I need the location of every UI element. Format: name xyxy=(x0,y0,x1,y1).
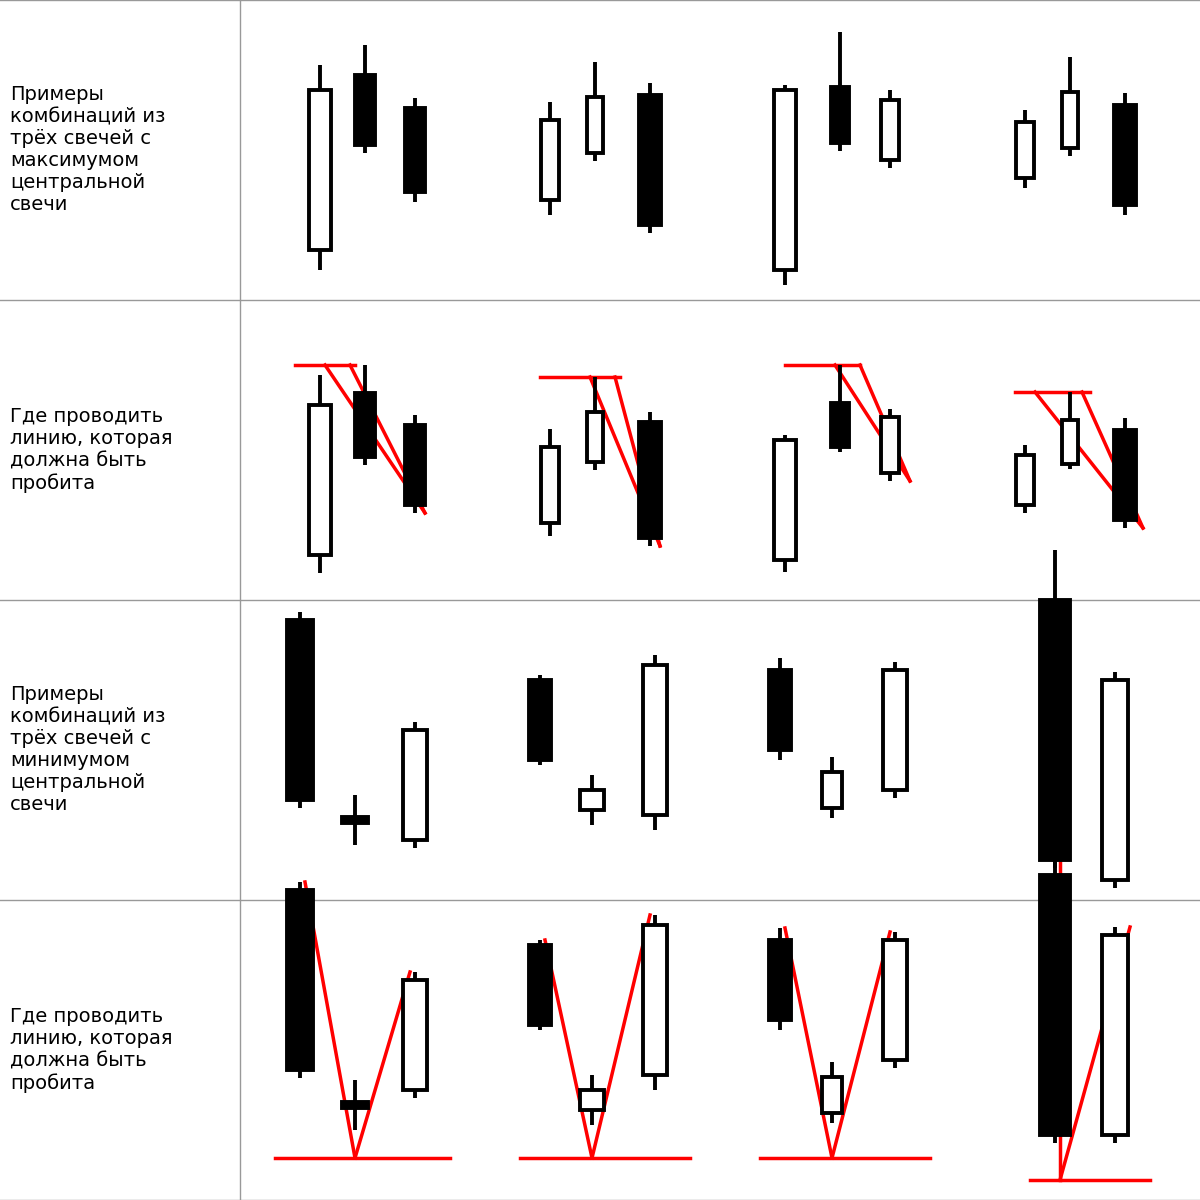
Bar xyxy=(310,90,331,250)
Bar xyxy=(1062,420,1078,464)
Bar xyxy=(406,108,425,192)
Bar xyxy=(640,422,661,538)
Bar xyxy=(1102,935,1128,1135)
Bar xyxy=(830,403,850,446)
Bar xyxy=(883,940,907,1060)
Bar xyxy=(822,772,842,808)
Bar xyxy=(643,665,667,815)
Bar xyxy=(1062,92,1078,148)
Bar xyxy=(1114,104,1136,205)
Bar xyxy=(1114,430,1136,520)
Text: Где проводить
линию, которая
должна быть
пробита: Где проводить линию, которая должна быть… xyxy=(10,1007,173,1093)
Bar xyxy=(287,890,313,1070)
Bar xyxy=(310,404,331,554)
Bar xyxy=(342,1102,368,1108)
Bar xyxy=(541,120,559,200)
Bar xyxy=(587,412,604,462)
Bar xyxy=(769,670,791,750)
Bar xyxy=(1016,455,1034,505)
Bar xyxy=(883,670,907,790)
Bar xyxy=(355,74,374,145)
Bar xyxy=(403,980,427,1090)
Bar xyxy=(587,97,604,152)
Bar xyxy=(1102,680,1128,880)
Text: Где проводить
линию, которая
должна быть
пробита: Где проводить линию, которая должна быть… xyxy=(10,407,173,493)
Bar xyxy=(774,90,796,270)
Bar xyxy=(774,440,796,560)
Text: Примеры
комбинаций из
трёх свечей с
максимумом
центральной
свечи: Примеры комбинаций из трёх свечей с макс… xyxy=(10,85,166,215)
Text: Примеры
комбинаций из
трёх свечей с
минимумом
центральной
свечи: Примеры комбинаций из трёх свечей с мини… xyxy=(10,685,166,815)
Bar xyxy=(1040,600,1070,860)
Bar xyxy=(881,416,899,473)
Bar xyxy=(769,940,791,1020)
Bar xyxy=(342,817,368,823)
Bar xyxy=(580,1090,604,1110)
Bar xyxy=(406,425,425,505)
Bar xyxy=(640,95,661,226)
Bar xyxy=(529,680,551,760)
Bar xyxy=(355,392,374,457)
Bar xyxy=(529,946,551,1025)
Bar xyxy=(1016,122,1034,178)
Bar xyxy=(881,100,899,160)
Bar xyxy=(822,1078,842,1114)
Bar xyxy=(830,86,850,143)
Bar xyxy=(580,790,604,810)
Bar xyxy=(287,620,313,800)
Bar xyxy=(541,446,559,523)
Bar xyxy=(643,925,667,1075)
Bar xyxy=(403,730,427,840)
Bar xyxy=(1040,875,1070,1135)
